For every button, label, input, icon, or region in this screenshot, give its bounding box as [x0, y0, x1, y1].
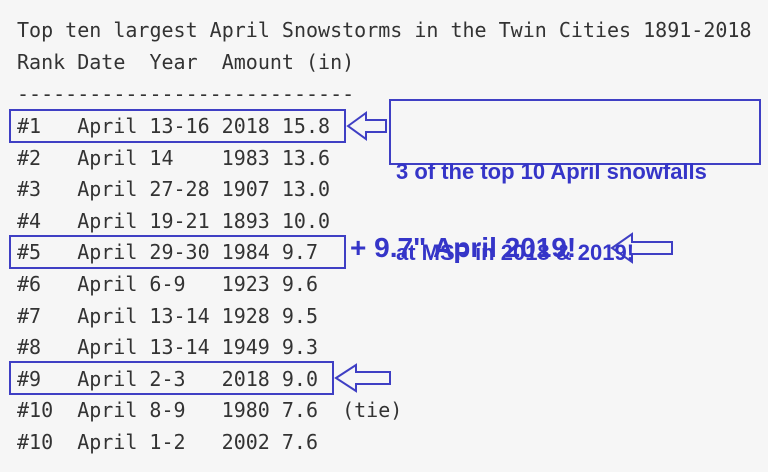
cell-year: 1949 [221, 335, 270, 360]
arrow [610, 232, 673, 264]
cell-date: April 27-28 [77, 177, 210, 202]
cell-amount: 9.7 [281, 240, 318, 265]
cell-rank: #7 [17, 303, 42, 328]
arrow [334, 363, 391, 393]
cell-date: April 29-30 [77, 240, 210, 265]
cell-amount: 9.6 [281, 272, 318, 296]
cell-amount: 9.0 [281, 366, 318, 391]
cell-date: April 13-16 [77, 114, 210, 138]
cell-year: 2002 [221, 430, 270, 454]
cell-date: April 13-14 [77, 303, 210, 328]
cell-year: 1907 [221, 177, 270, 202]
highlight-box [9, 109, 346, 143]
cell-date: April 14 [77, 145, 174, 170]
annotation-2019: + 9.7" April 2019! [350, 232, 577, 263]
cell-rank: #4 [17, 208, 42, 233]
cell-rank: #6 [17, 272, 42, 296]
cell-date: April 8-9 [77, 398, 186, 423]
cell-amount: 13.6 [281, 145, 331, 170]
cell-note: (tie) [342, 398, 403, 423]
separator: ---------------------------- [17, 82, 355, 106]
cell-date: April 2-3 [77, 366, 186, 391]
cell-year: 1923 [221, 272, 270, 296]
cell-date: April 1-2 [77, 430, 186, 454]
cell-amount: 9.5 [281, 303, 318, 328]
cell-rank: #5 [17, 240, 42, 265]
cell-amount: 10.0 [281, 208, 331, 233]
cell-amount: 13.0 [281, 177, 331, 202]
arrow [346, 111, 387, 141]
title: Top ten largest April Snowstorms in the … [17, 18, 752, 42]
cell-date: April 13-14 [77, 335, 210, 360]
callout-line: at MSP in 2018 & 2019! [396, 240, 635, 265]
cell-amount: 7.6 [281, 430, 318, 454]
cell-year: 1980 [221, 398, 270, 423]
cell-year: 1984 [221, 240, 270, 265]
cell-rank: #1 [17, 114, 42, 138]
cell-date: April 6-9 [77, 272, 186, 296]
cell-amount: 9.3 [281, 335, 318, 360]
cell-rank: #8 [17, 335, 42, 360]
highlight-box [9, 361, 334, 395]
callout-box [389, 99, 761, 165]
cell-rank: #10 [17, 430, 54, 454]
cell-date: April 19-21 [77, 208, 210, 233]
column-header: Rank Date Year Amount (in) [17, 50, 355, 74]
cell-year: 2018 [221, 366, 270, 391]
cell-year: 1983 [221, 145, 270, 170]
cell-amount: 7.6 [281, 398, 318, 423]
cell-year: 1928 [221, 303, 270, 328]
callout-text: 3 of the top 10 April snowfalls at MSP i… [396, 104, 707, 320]
cell-rank: #10 [17, 398, 54, 423]
cell-year: 2018 [221, 114, 270, 138]
callout-line: 3 of the top 10 April snowfalls [396, 159, 707, 184]
highlight-box [9, 235, 346, 269]
cell-rank: #2 [17, 145, 42, 170]
cell-amount: 15.8 [281, 114, 331, 138]
cell-rank: #9 [17, 366, 42, 391]
cell-year: 1893 [221, 208, 270, 233]
cell-rank: #3 [17, 177, 42, 202]
